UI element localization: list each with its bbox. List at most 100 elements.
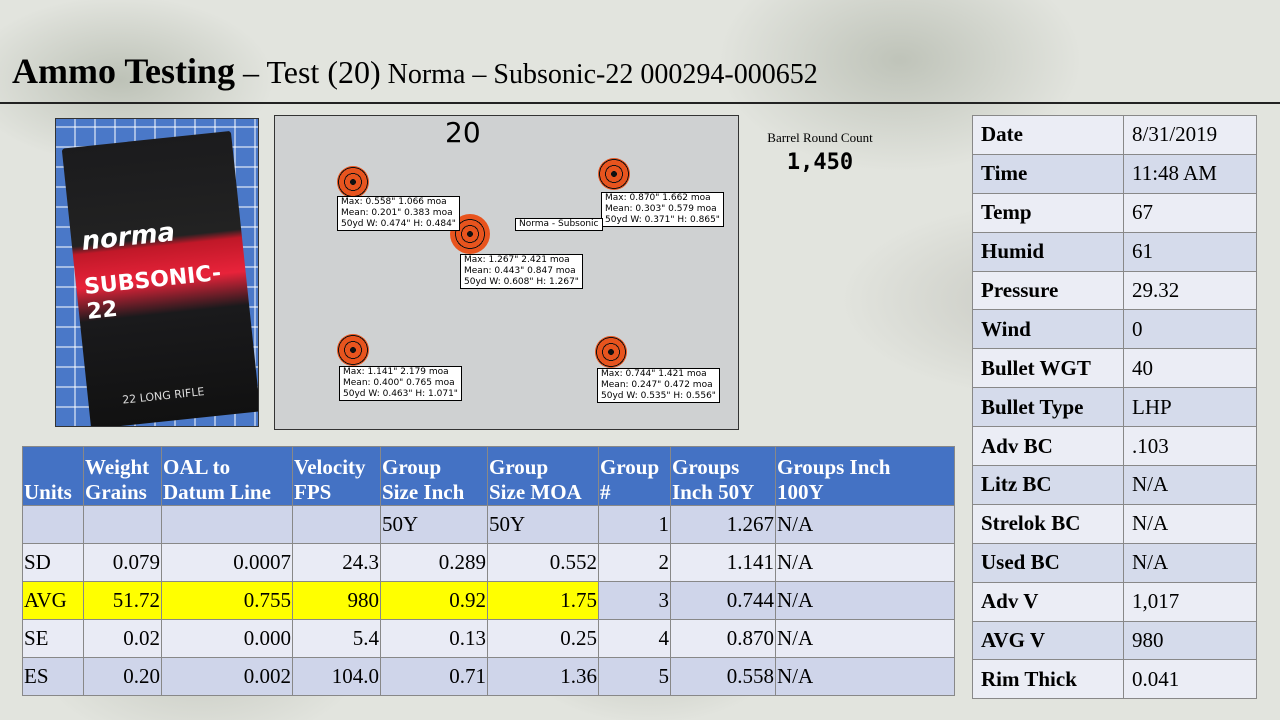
conditions-row: Rim Thick 0.041	[972, 659, 1257, 700]
stats-cell: 4	[598, 619, 671, 658]
group-caption: Max: 1.141" 2.179 moa Mean: 0.400" 0.765…	[339, 366, 462, 401]
group-caption: Max: 1.267" 2.421 moa Mean: 0.443" 0.847…	[460, 254, 583, 289]
stats-cell	[161, 505, 293, 544]
bullseye-top-right	[598, 158, 630, 190]
stats-cell: 1.141	[670, 543, 776, 582]
conditions-key: AVG V	[972, 620, 1124, 661]
bullseye-top-left	[337, 166, 369, 198]
stats-cell: 980	[292, 581, 381, 620]
stats-cell: N/A	[775, 657, 955, 696]
conditions-key: Time	[972, 153, 1124, 194]
conditions-key: Humid	[972, 231, 1124, 272]
stats-column-header: Weight Grains	[83, 446, 162, 506]
conditions-key: Wind	[972, 309, 1124, 350]
stats-cell: 5	[598, 657, 671, 696]
stats-cell: N/A	[775, 543, 955, 582]
conditions-value: 980	[1123, 620, 1257, 661]
stats-cell: 0.0007	[161, 543, 293, 582]
conditions-value: 67	[1123, 192, 1257, 233]
stats-cell: 0.20	[83, 657, 162, 696]
conditions-table: Date 8/31/2019 Time 11:48 AM Temp 67 Humid 61 Pr…	[972, 115, 1257, 700]
title-main: Ammo Testing	[12, 51, 236, 91]
group-caption: Max: 0.558" 1.066 moa Mean: 0.201" 0.383…	[337, 196, 460, 231]
conditions-value: 0	[1123, 309, 1257, 350]
conditions-key: Pressure	[972, 270, 1124, 311]
stats-cell: 0.289	[380, 543, 488, 582]
barrel-round-count-label: Barrel Round Count	[767, 130, 873, 145]
barrel-round-count: Barrel Round Count 1,450	[745, 130, 895, 175]
conditions-key: Litz BC	[972, 465, 1124, 505]
group-caption: Max: 0.870" 1.662 moa Mean: 0.303" 0.579…	[601, 192, 724, 227]
conditions-value: LHP	[1123, 387, 1257, 428]
stats-row: 50Y 50Y 1 1.267 N/A	[22, 505, 955, 544]
stats-cell: 24.3	[292, 543, 381, 582]
stats-cell: 0.552	[487, 543, 599, 582]
conditions-value: 40	[1123, 348, 1257, 389]
conditions-value: N/A	[1123, 503, 1257, 544]
stats-cell: AVG	[22, 581, 84, 620]
conditions-value: N/A	[1123, 542, 1257, 583]
stats-cell: 50Y	[380, 505, 488, 544]
conditions-value: .103	[1123, 426, 1257, 467]
stats-cell: 104.0	[292, 657, 381, 696]
box-model: SUBSONIC-22	[83, 260, 223, 325]
ammo-box: norma SUBSONIC-22 22 LONG RIFLE	[61, 130, 258, 426]
center-group-tag: Norma - Subsonic	[515, 218, 603, 231]
stats-column-header: Velocity FPS	[292, 446, 381, 506]
conditions-key: Date	[972, 115, 1124, 155]
stats-cell: 0.744	[670, 581, 776, 620]
stats-cell: N/A	[775, 581, 955, 620]
title-divider	[0, 102, 1280, 104]
conditions-value: 0.041	[1123, 659, 1257, 700]
page-title: Ammo Testing – Test (20) Norma – Subsoni…	[12, 50, 818, 100]
conditions-value: 8/31/2019	[1123, 115, 1257, 155]
bullseye-bottom-right	[595, 336, 627, 368]
conditions-key: Bullet WGT	[972, 348, 1124, 389]
stats-cell: 0.25	[487, 619, 599, 658]
stats-row: SE 0.02 0.000 5.4 0.13 0.25 4 0.870 N/A	[22, 619, 955, 658]
conditions-row: Bullet WGT 40	[972, 348, 1257, 389]
stats-cell: N/A	[775, 619, 955, 658]
conditions-value: 61	[1123, 231, 1257, 272]
stats-cell: 1.36	[487, 657, 599, 696]
stats-cell: 0.02	[83, 619, 162, 658]
target-photo: 20 Max: 0.558" 1.066 moa Mean: 0.201" 0.…	[274, 115, 739, 430]
stats-cell: 0.71	[380, 657, 488, 696]
stats-row: SD 0.079 0.0007 24.3 0.289 0.552 2 1.141 N/A	[22, 543, 955, 582]
conditions-key: Rim Thick	[972, 659, 1124, 700]
stats-cell: 0.000	[161, 619, 293, 658]
stats-cell: 1	[598, 505, 671, 544]
stats-cell: 3	[598, 581, 671, 620]
stats-column-header: Group Size Inch	[380, 446, 488, 506]
title-product: Norma – Subsonic-22 000294-000652	[380, 59, 818, 90]
stats-cell	[83, 505, 162, 544]
stats-cell: 1.267	[670, 505, 776, 544]
conditions-row: Date 8/31/2019	[972, 115, 1257, 155]
conditions-row: Litz BC N/A	[972, 465, 1257, 505]
stats-cell: 0.079	[83, 543, 162, 582]
stats-row: ES 0.20 0.002 104.0 0.71 1.36 5 0.558 N/A	[22, 657, 955, 696]
stats-header-row: Units Weight Grains OAL to Datum Line Velocit…	[22, 446, 955, 506]
stats-cell: 0.558	[670, 657, 776, 696]
conditions-key: Strelok BC	[972, 503, 1124, 544]
stats-cell: 0.13	[380, 619, 488, 658]
conditions-row: Time 11:48 AM	[972, 153, 1257, 194]
conditions-row: Pressure 29.32	[972, 270, 1257, 311]
stats-row: AVG 51.72 0.755 980 0.92 1.75 3 0.744 N/A	[22, 581, 955, 620]
stats-cell: 1.75	[487, 581, 599, 620]
conditions-row: Bullet Type LHP	[972, 387, 1257, 428]
title-test: – Test (20)	[235, 54, 381, 90]
conditions-key: Adv BC	[972, 426, 1124, 467]
target-number: 20	[445, 116, 481, 149]
box-brand: norma	[80, 217, 177, 258]
stats-cell: 2	[598, 543, 671, 582]
barrel-round-count-value: 1,450	[786, 150, 854, 175]
conditions-row: Used BC N/A	[972, 542, 1257, 583]
conditions-value: N/A	[1123, 465, 1257, 505]
stats-table: Units Weight Grains OAL to Datum Line Velocit…	[22, 446, 955, 696]
stats-cell: 5.4	[292, 619, 381, 658]
stats-column-header: Groups Inch 50Y	[670, 446, 776, 506]
stats-column-header: Units	[22, 446, 84, 506]
conditions-key: Temp	[972, 192, 1124, 233]
bullseye-bottom-left	[337, 334, 369, 366]
